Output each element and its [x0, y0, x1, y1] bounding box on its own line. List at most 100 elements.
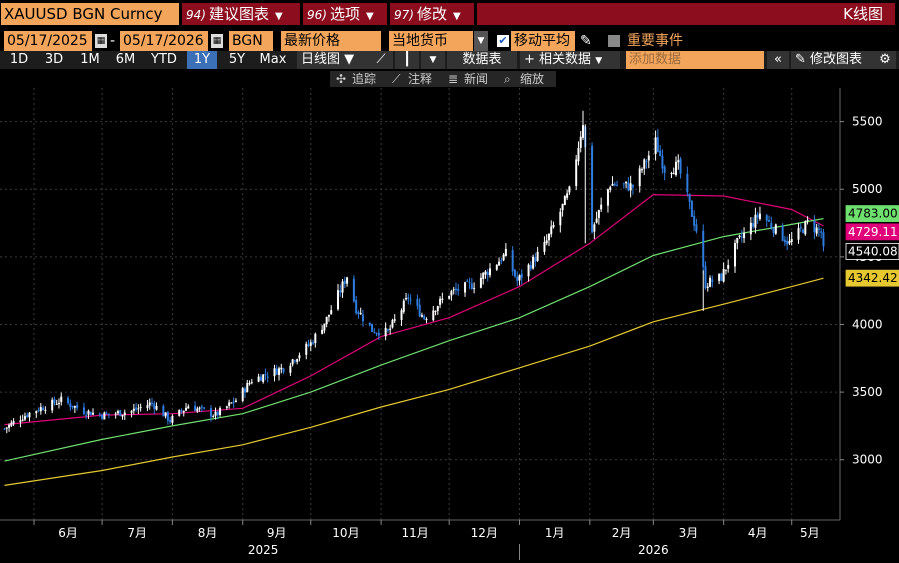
candle-body	[534, 257, 537, 262]
candle-body	[307, 344, 310, 346]
candle-body	[677, 160, 680, 163]
candle-body	[416, 298, 419, 306]
checkbox-checked-icon[interactable]: ✔	[497, 34, 509, 47]
news-button[interactable]: 新闻	[464, 72, 489, 86]
candle-body	[67, 397, 70, 404]
candle-body	[518, 275, 521, 281]
candle-body	[19, 420, 22, 423]
options-menu[interactable]: 96) 选项 ▼	[303, 3, 387, 25]
x-tick-label: 12月	[471, 526, 498, 540]
candle-body	[166, 412, 169, 421]
range-button-5y[interactable]: 5Y	[228, 52, 246, 67]
x-tick-label: 9月	[267, 526, 287, 540]
zoom-button[interactable]: 缩放	[520, 72, 545, 86]
candle-body	[740, 236, 743, 238]
candlestick-icon[interactable]: ┃	[395, 51, 419, 69]
range-button-1y[interactable]: 1Y	[187, 51, 217, 69]
candle-body	[259, 376, 262, 381]
checkbox-unchecked-icon[interactable]	[608, 35, 620, 47]
candle-body	[391, 320, 394, 328]
candle-body	[171, 415, 174, 423]
pencil-icon[interactable]: ✎	[580, 33, 592, 49]
range-button-ytd[interactable]: YTD	[151, 52, 177, 67]
menu-label: 选项	[329, 5, 360, 23]
candle-body	[150, 402, 153, 404]
candle-body	[5, 427, 8, 429]
chevron-down-icon[interactable]: ▼	[421, 51, 445, 69]
candle-body	[702, 230, 705, 268]
note-button[interactable]: 注释	[408, 72, 433, 86]
key-events-label[interactable]: 重要事件	[627, 33, 683, 49]
candle-body	[783, 239, 786, 243]
candle-body	[654, 137, 657, 155]
candle-body	[169, 419, 172, 423]
candle-body	[786, 240, 789, 245]
data-table-button[interactable]: 数据表	[447, 51, 517, 69]
zoom-icon[interactable]: ⌕	[504, 72, 511, 86]
candle-body	[243, 388, 246, 393]
gear-icon[interactable]: ⚙	[874, 51, 896, 69]
candle-body	[488, 268, 491, 276]
candle-body	[214, 411, 217, 416]
add-data-input[interactable]: 添加数据	[626, 51, 764, 69]
chevron-down-icon[interactable]: ▼	[474, 31, 488, 51]
candle-body	[402, 300, 405, 312]
price-chart[interactable]: 300035004000450050005500 6月7月8月9月10月11月1…	[0, 88, 899, 563]
candle-body	[196, 408, 199, 412]
field-select[interactable]: 最新价格	[281, 31, 381, 51]
candle-body	[198, 407, 201, 409]
related-data-button[interactable]: + 相关数据 ▼	[520, 51, 620, 69]
range-button-6m[interactable]: 6M	[115, 52, 136, 67]
related-data-label: 相关数据	[539, 52, 592, 67]
candle-body	[76, 405, 79, 409]
chart-type-label: 日线图	[301, 52, 341, 67]
end-date-input[interactable]: 05/17/2026	[120, 31, 208, 51]
candle-body	[797, 228, 800, 240]
candle-body	[722, 268, 725, 282]
candle-body	[627, 182, 630, 191]
x-tick-label: 7月	[127, 526, 147, 540]
news-icon[interactable]: ≣	[448, 72, 459, 86]
candle-body	[504, 248, 507, 256]
edit-menu[interactable]: 97) 修改 ▼	[390, 3, 474, 25]
candle-body	[400, 310, 403, 320]
calendar-icon[interactable]: ▦	[95, 34, 107, 48]
candle-body	[278, 368, 281, 375]
crosshair-icon[interactable]: ✣	[336, 72, 347, 86]
edit-chart-button[interactable]: ✎ 修改图表	[791, 51, 875, 69]
calendar-icon[interactable]: ▦	[211, 34, 223, 48]
candle-body	[738, 235, 741, 238]
candle-body	[3, 428, 6, 430]
source-input[interactable]: BGN	[229, 31, 273, 51]
candle-body	[327, 314, 330, 317]
pencil-icon[interactable]: ⟋	[392, 72, 401, 86]
moving-average-toggle[interactable]: 移动平均	[511, 31, 575, 51]
ticker-field[interactable]: XAUUSD BGN Curncy	[1, 3, 179, 25]
currency-select[interactable]: 当地货币	[389, 31, 473, 51]
candle-body	[470, 283, 473, 289]
candle-body	[60, 396, 63, 403]
range-button-1d[interactable]: 1D	[9, 52, 29, 67]
candle-body	[611, 183, 614, 186]
candle-body	[386, 329, 389, 331]
start-date-input[interactable]: 05/17/2025	[4, 31, 92, 51]
line-chart-icon[interactable]: ⟋	[369, 51, 393, 69]
suggested-charts-menu[interactable]: 94) 建议图表 ▼	[182, 3, 300, 25]
range-button-max[interactable]: Max	[259, 52, 287, 67]
candle-body	[393, 319, 396, 321]
menu-label: 修改	[416, 5, 447, 23]
x-tick-label: 11月	[401, 526, 428, 540]
window-title: K线图	[843, 5, 883, 23]
range-button-3d[interactable]: 3D	[44, 52, 64, 67]
candle-body	[275, 368, 278, 375]
track-button[interactable]: 追踪	[352, 72, 377, 86]
candle-body	[817, 228, 820, 231]
chart-type-select[interactable]: 日线图 ▼	[297, 51, 369, 69]
collapse-icon[interactable]: «	[767, 51, 789, 69]
candle-body	[693, 215, 696, 226]
candle-body	[520, 273, 523, 278]
range-button-1m[interactable]: 1M	[80, 52, 100, 67]
candle-body	[774, 224, 777, 234]
candle-body	[758, 213, 761, 219]
candle-body	[194, 405, 197, 412]
